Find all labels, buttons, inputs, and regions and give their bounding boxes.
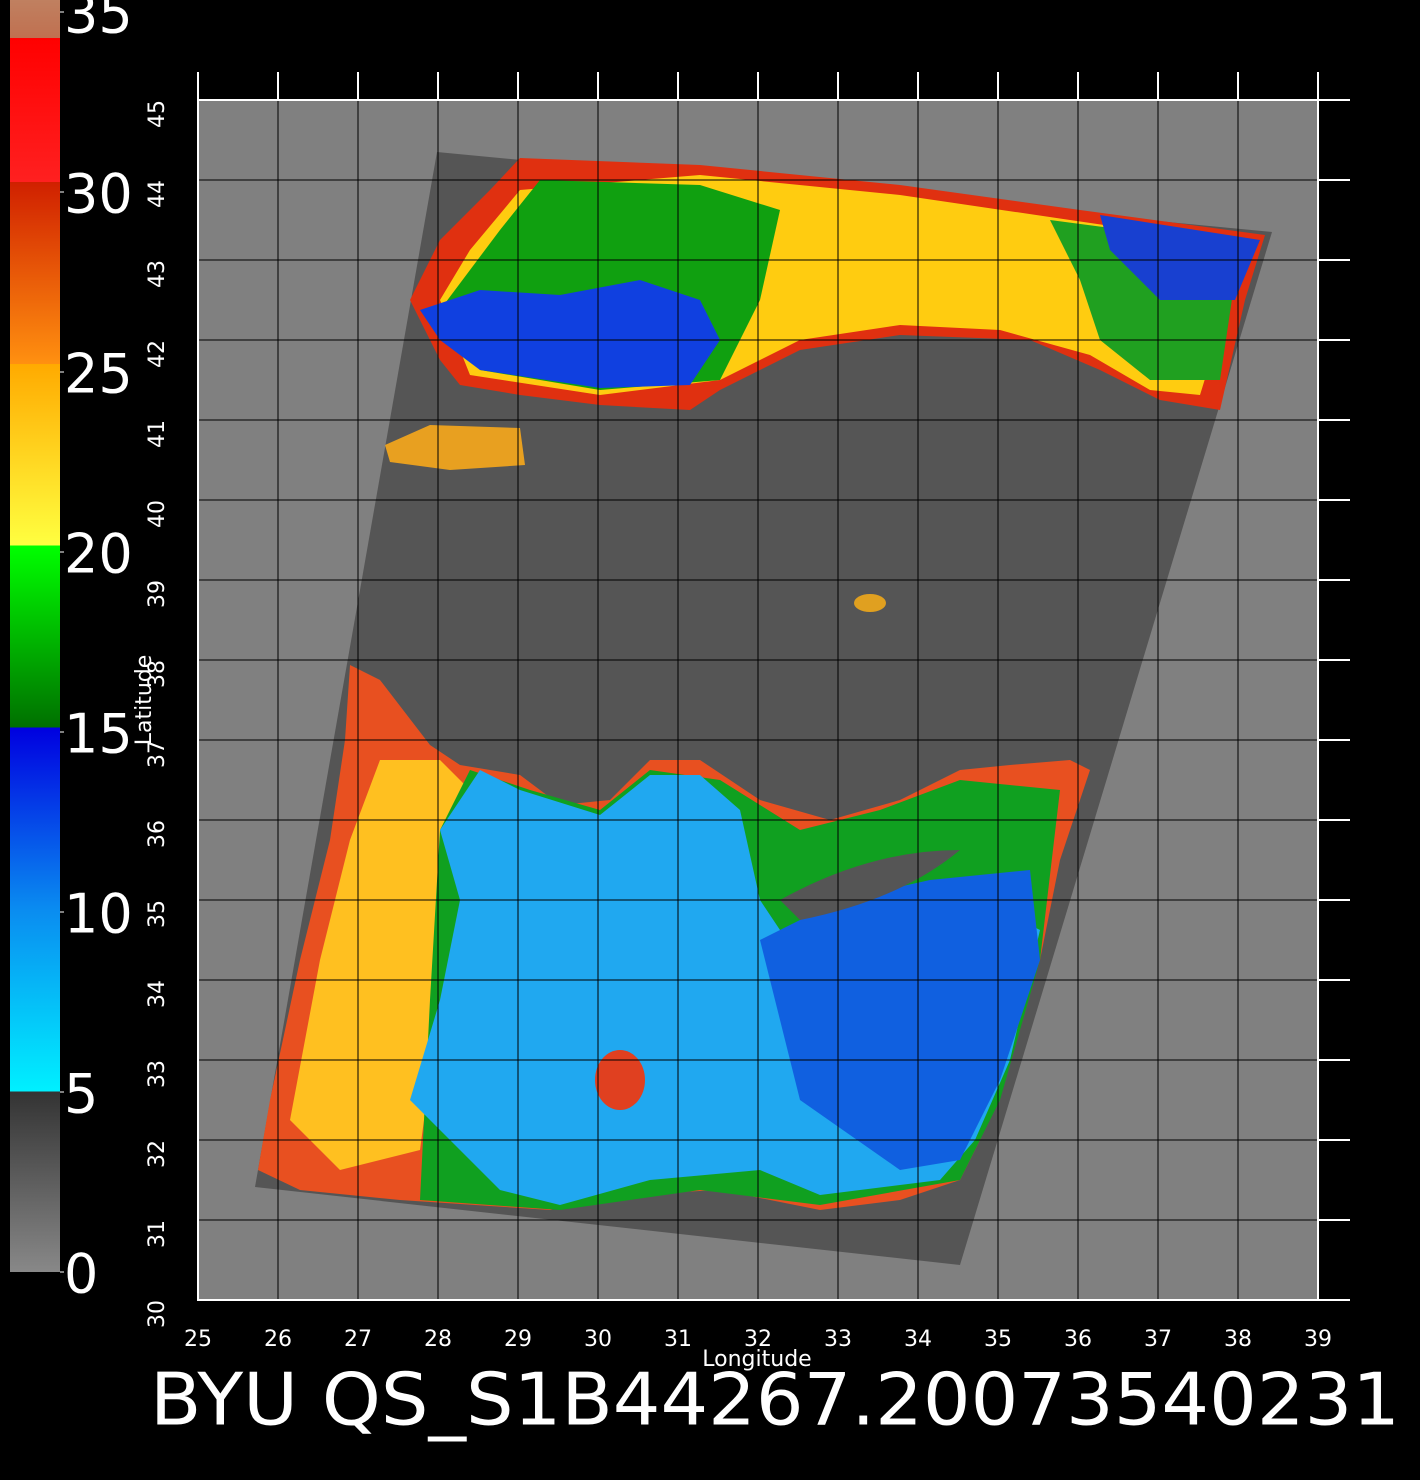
x-tick-label: 27 (344, 1327, 372, 1352)
y-tick-label: 36 (145, 820, 170, 848)
y-tick-label: 35 (145, 900, 170, 928)
x-axis-title: Longitude (702, 1347, 811, 1372)
map-plot (198, 100, 1318, 1300)
x-tick-label: 30 (584, 1327, 612, 1352)
x-tick-label: 25 (184, 1327, 212, 1352)
colorbar-label: 5 (64, 1063, 98, 1126)
x-tick-label: 39 (1304, 1327, 1332, 1352)
wind-region (595, 1050, 645, 1110)
colorbar-label: 15 (64, 703, 133, 766)
y-tick-label: 43 (145, 260, 170, 288)
colorbar-label: 10 (64, 883, 133, 946)
y-tick-label: 33 (145, 1060, 170, 1088)
wind-region (385, 425, 525, 470)
colorbar-label: 20 (64, 523, 133, 586)
colorbar-label: 0 (64, 1243, 98, 1306)
title: BYU QS_S1B44267.20073540231 (150, 1358, 1400, 1442)
y-tick-label: 32 (145, 1140, 170, 1168)
y-tick-label: 38 (145, 660, 170, 688)
y-axis-title: Latitude (132, 655, 157, 746)
y-tick-label: 37 (145, 740, 170, 768)
y-tick-label: 30 (145, 1300, 170, 1328)
wind-region (760, 870, 1040, 1170)
colorbar (10, 0, 60, 1272)
x-tick-label: 37 (1144, 1327, 1172, 1352)
y-tick-label: 34 (145, 980, 170, 1008)
colorbar-label: 25 (64, 343, 133, 406)
y-tick-label: 40 (145, 500, 170, 528)
x-tick-label: 26 (264, 1327, 292, 1352)
x-tick-label: 36 (1064, 1327, 1092, 1352)
x-tick-label: 31 (664, 1327, 692, 1352)
colorbar-label: 30 (64, 163, 133, 226)
y-tick-label: 41 (145, 420, 170, 448)
colorbar-label: 35 (64, 0, 133, 46)
x-tick-label: 28 (424, 1327, 452, 1352)
y-tick-label: 39 (145, 580, 170, 608)
y-tick-label: 44 (145, 180, 170, 208)
x-tick-label: 32 (744, 1327, 772, 1352)
y-tick-label: 45 (145, 100, 170, 128)
x-tick-label: 35 (984, 1327, 1012, 1352)
plot-frame (197, 99, 1319, 1301)
x-tick-label: 33 (824, 1327, 852, 1352)
wind-region (854, 594, 886, 612)
x-tick-label: 29 (504, 1327, 532, 1352)
wind-region (1100, 215, 1260, 300)
y-tick-label: 42 (145, 340, 170, 368)
land-gap (780, 850, 960, 920)
y-tick-label: 31 (145, 1220, 170, 1248)
wind-region (290, 760, 480, 1170)
x-tick-label: 34 (904, 1327, 932, 1352)
wind-region (420, 280, 720, 388)
x-tick-label: 38 (1224, 1327, 1252, 1352)
